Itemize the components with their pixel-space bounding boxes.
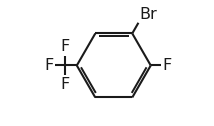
Text: F: F bbox=[45, 58, 54, 73]
Text: F: F bbox=[61, 77, 70, 92]
Text: Br: Br bbox=[139, 7, 157, 22]
Text: F: F bbox=[162, 58, 172, 73]
Text: F: F bbox=[61, 39, 70, 54]
